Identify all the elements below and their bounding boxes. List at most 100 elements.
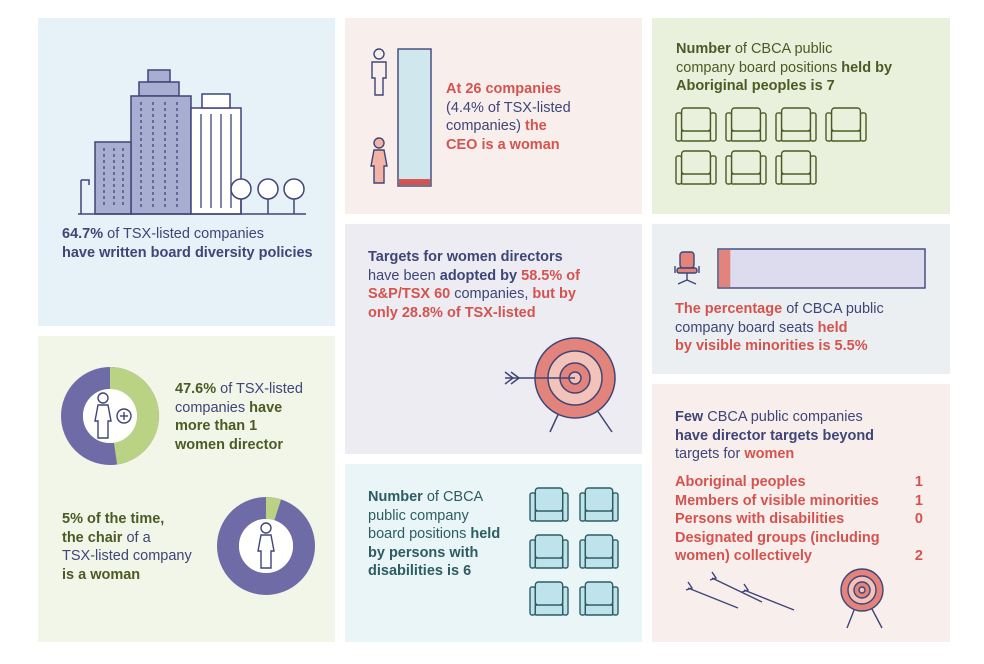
multi-women-text-1: of TSX-listed xyxy=(216,381,303,397)
chair-icon xyxy=(825,107,867,142)
multi-women-bold-1: have xyxy=(249,399,283,416)
chair-icon xyxy=(775,150,817,185)
list-item: Persons with disabilities 0 xyxy=(675,510,923,529)
women-directors-panel: 47.6% of TSX-listed companies have more … xyxy=(38,336,335,642)
policies-caption: 64.7% of TSX-listed companies have writt… xyxy=(62,225,332,262)
targets-text-1: have been xyxy=(368,267,440,284)
chair-icon xyxy=(529,534,569,569)
visible-minorities-share-bar xyxy=(717,248,926,289)
list-item: Designated groups (including xyxy=(675,529,923,548)
ceo-the: the xyxy=(524,118,547,134)
multi-women-bold-2: more than 1 xyxy=(175,418,258,434)
chair-icon xyxy=(675,150,717,185)
disabilities-bold-2: by persons with xyxy=(368,544,479,561)
arrows-and-target-icon xyxy=(685,568,884,629)
aboriginal-panel: Number of CBCA public company board posi… xyxy=(652,18,950,214)
targets-value-1: 58.5% of xyxy=(521,267,580,284)
targets-value-2: S&P/TSX 60 xyxy=(368,286,451,302)
aboriginal-text-1: of CBCA public xyxy=(730,41,833,57)
list-item-label: Persons with disabilities xyxy=(675,511,845,527)
policies-text: of TSX-listed companies xyxy=(103,226,265,242)
policies-panel: 64.7% of TSX-listed companies have writt… xyxy=(38,18,335,326)
list-item-value: 1 xyxy=(914,474,923,490)
targets-panel: Targets for women directors have been ad… xyxy=(345,224,642,454)
chair-icon xyxy=(675,107,717,142)
policies-text-bold: have written board diversity policies xyxy=(62,244,313,261)
multi-women-bold-3: women director xyxy=(175,436,283,453)
aboriginal-chair-grid xyxy=(675,107,867,185)
chair-bold-2: the chair xyxy=(62,529,123,546)
chair-icon xyxy=(725,107,767,142)
ceo-text-3: CEO is a woman xyxy=(446,136,560,153)
visible-minorities-panel: The percentage of CBCA public company bo… xyxy=(652,224,950,374)
targets-text-2: companies, xyxy=(450,286,533,302)
chair-text-2: TSX-listed company xyxy=(62,548,192,564)
disabilities-text-2: public company xyxy=(368,507,469,524)
disabilities-bold-1: held xyxy=(470,526,501,542)
ceo-panel: At 26 companies (4.4% of TSX-listed comp… xyxy=(345,18,642,214)
chair-icon xyxy=(529,487,569,522)
multi-women-caption: 47.6% of TSX-listed companies have more … xyxy=(175,380,335,454)
chair-donut-chart xyxy=(217,497,315,595)
ceo-text-2: companies) xyxy=(446,118,521,134)
vm-lead: The percentage xyxy=(675,301,783,317)
list-item: Aboriginal peoples 1 xyxy=(675,473,923,492)
chair-icon xyxy=(529,581,569,616)
chair-icon xyxy=(725,150,767,185)
targets-bold-3: but by xyxy=(532,286,576,302)
list-item: women) collectively 2 xyxy=(675,547,923,566)
list-item: Members of visible minorities 1 xyxy=(675,492,923,511)
aboriginal-bold-2: Aboriginal peoples is 7 xyxy=(676,78,835,94)
policies-value: 64.7% xyxy=(62,226,104,242)
disabilities-lead: Number xyxy=(368,489,423,505)
chair-icon xyxy=(579,581,619,616)
aboriginal-caption: Number of CBCA public company board posi… xyxy=(676,40,946,96)
ceo-caption: At 26 companies (4.4% of TSX-listed comp… xyxy=(446,80,636,154)
disabilities-bold-3: disabilities is 6 xyxy=(368,563,472,579)
vm-text-1: of CBCA public xyxy=(782,301,884,317)
beyond-target-list: Aboriginal peoples 1 Members of visible m… xyxy=(675,473,923,566)
list-item-value: 2 xyxy=(914,548,923,564)
disabilities-chair-grid xyxy=(529,487,619,616)
aboriginal-lead: Number xyxy=(676,41,731,57)
donut-share-arc xyxy=(61,367,159,465)
beyond-caption: Few CBCA public companies have director … xyxy=(675,408,945,464)
aboriginal-bold-1: held by xyxy=(841,59,893,76)
disabilities-caption: Number of CBCA public company board posi… xyxy=(368,488,538,581)
woman-plus-icon xyxy=(94,392,132,439)
multi-women-value: 47.6% xyxy=(175,381,217,397)
chair-icon xyxy=(579,534,619,569)
chair-bold-1: 5% of the time, xyxy=(62,511,165,527)
disabilities-text-3: board positions xyxy=(368,526,471,542)
donut-center xyxy=(239,519,293,573)
donut-share-arc xyxy=(217,497,315,595)
beyond-bold-1: have director targets beyond xyxy=(675,427,875,444)
visible-minorities-caption: The percentage of CBCA public company bo… xyxy=(675,300,945,356)
ceo-text-1: (4.4% of TSX-listed xyxy=(446,99,571,116)
list-item-value: 1 xyxy=(914,492,923,509)
chair-icon xyxy=(775,107,817,142)
ceo-value: At 26 companies xyxy=(446,81,562,97)
woman-icon xyxy=(257,522,275,569)
chair-text-1: of a xyxy=(122,529,151,546)
targets-bold-1: Targets for women directors xyxy=(368,249,563,265)
targets-value-3: only 28.8% of TSX-listed xyxy=(368,304,536,321)
ceo-share-bar xyxy=(397,48,432,187)
office-chair-icon xyxy=(674,251,700,285)
beyond-targets-panel: Few CBCA public companies have director … xyxy=(652,384,950,642)
beyond-text-2: targets for xyxy=(675,446,745,462)
chair-icon xyxy=(579,487,619,522)
city-buildings-icon xyxy=(78,69,306,215)
man-icon xyxy=(371,48,387,96)
multi-women-text-2: companies xyxy=(175,399,250,416)
targets-caption: Targets for women directors have been ad… xyxy=(368,248,638,322)
aboriginal-text-2: company board positions xyxy=(676,59,842,76)
disabilities-text-1: of CBCA xyxy=(422,489,484,505)
vm-bold-1: held xyxy=(817,319,848,336)
list-item-label: Members of visible minorities xyxy=(675,492,879,509)
vm-value: by visible minorities is 5.5% xyxy=(675,338,868,354)
woman-icon xyxy=(370,137,388,184)
vm-text-2: company board seats xyxy=(675,319,818,336)
beyond-text-1: CBCA public companies xyxy=(703,409,863,425)
target-with-arrow-icon xyxy=(504,337,616,433)
